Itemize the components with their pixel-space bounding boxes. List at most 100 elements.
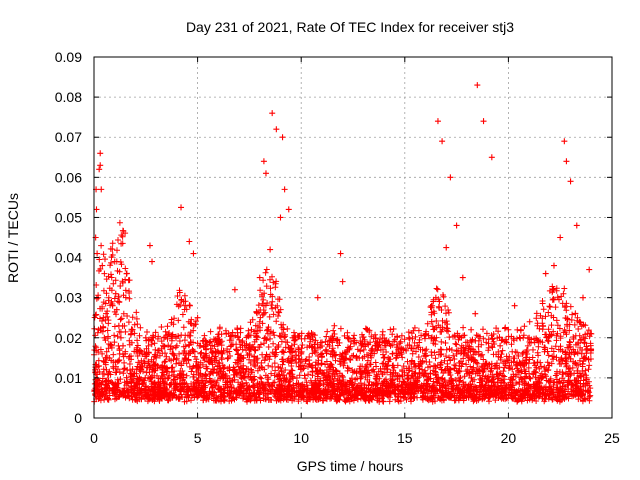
y-tick-label: 0.01 — [55, 370, 82, 386]
data-point — [248, 326, 255, 333]
data-point — [101, 334, 108, 341]
data-point — [267, 246, 274, 253]
data-point — [561, 138, 568, 145]
data-point — [468, 326, 475, 333]
data-point — [136, 366, 143, 373]
data-point — [488, 154, 495, 161]
data-point — [211, 366, 218, 373]
data-point — [356, 354, 363, 361]
data-point — [563, 158, 570, 165]
y-tick-label: 0 — [74, 410, 82, 426]
data-point — [225, 330, 232, 337]
x-tick-label: 20 — [501, 430, 517, 446]
data-point — [323, 346, 330, 353]
data-point — [285, 206, 292, 213]
data-point-cloud — [91, 219, 595, 405]
data-point — [153, 354, 160, 361]
y-axis-label: ROTI / TECUs — [5, 193, 21, 283]
data-point — [146, 242, 153, 249]
data-point — [113, 306, 120, 313]
data-point — [279, 134, 286, 141]
data-point — [497, 342, 504, 349]
data-point — [182, 302, 189, 309]
data-point — [557, 234, 564, 241]
y-tick-label: 0.09 — [55, 49, 82, 65]
data-point — [432, 294, 439, 301]
y-tick-label: 0.08 — [55, 89, 82, 105]
data-point — [99, 262, 106, 269]
data-point — [111, 258, 118, 265]
data-point — [269, 110, 276, 117]
data-point — [579, 294, 586, 301]
data-point — [115, 322, 122, 329]
data-point — [381, 354, 388, 361]
data-point — [517, 326, 524, 333]
data-points — [92, 82, 595, 389]
y-tick-label: 0.02 — [55, 330, 82, 346]
data-point — [109, 302, 116, 309]
data-point — [339, 278, 346, 285]
data-point — [289, 334, 296, 341]
data-point — [306, 342, 313, 349]
y-tick-label: 0.06 — [55, 169, 82, 185]
data-point — [331, 322, 338, 329]
data-point — [389, 350, 396, 357]
data-point — [511, 302, 518, 309]
x-tick-label: 15 — [397, 430, 413, 446]
data-point — [240, 362, 247, 369]
data-point — [98, 186, 105, 193]
x-axis-label: GPS time / hours — [297, 458, 404, 474]
data-point — [173, 342, 180, 349]
data-point — [273, 126, 280, 133]
data-point — [103, 366, 110, 373]
x-tick-label: 25 — [604, 430, 620, 446]
y-tick-label: 0.05 — [55, 209, 82, 225]
data-point — [132, 382, 139, 389]
data-point — [100, 314, 107, 321]
data-point — [231, 286, 238, 293]
data-point — [262, 170, 269, 177]
data-point — [397, 338, 404, 345]
data-point — [505, 326, 512, 333]
data-point — [372, 342, 379, 349]
data-point — [550, 262, 557, 269]
data-point — [194, 314, 201, 321]
data-point — [405, 334, 412, 341]
data-point — [428, 318, 435, 325]
data-point — [178, 204, 185, 211]
data-point — [281, 186, 288, 193]
data-point — [165, 374, 172, 381]
data-point — [474, 82, 481, 89]
data-point — [97, 150, 104, 157]
plot-frame — [93, 56, 613, 419]
data-point — [128, 378, 135, 385]
data-point — [573, 222, 580, 229]
x-tick-label: 5 — [194, 430, 202, 446]
data-point — [97, 162, 104, 169]
data-point — [453, 222, 460, 229]
data-point — [117, 334, 124, 341]
data-point — [124, 366, 131, 373]
data-point — [120, 342, 127, 349]
y-tick-label: 0.04 — [55, 250, 82, 266]
x-tick-labels: 0 5 10 15 20 25 — [90, 430, 620, 446]
data-point — [260, 158, 267, 165]
data-point — [422, 330, 429, 337]
data-point — [314, 294, 321, 301]
axis-ticks — [93, 56, 613, 419]
y-tick-label: 0.03 — [55, 290, 82, 306]
data-point — [414, 342, 421, 349]
x-tick-label: 0 — [90, 430, 98, 446]
data-point — [190, 250, 197, 257]
y-tick-label: 0.07 — [55, 129, 82, 145]
data-point — [586, 266, 593, 273]
data-point — [443, 244, 450, 251]
data-point — [434, 118, 441, 125]
data-point — [534, 322, 541, 329]
data-point — [337, 250, 344, 257]
y-tick-labels: 0 0.01 0.02 0.03 0.04 0.05 0.06 0.07 0.08 0.09 — [55, 49, 82, 426]
data-point — [472, 310, 479, 317]
data-point — [105, 370, 112, 377]
chart-title: Day 231 of 2021, Rate Of TEC Index for r… — [186, 19, 514, 35]
